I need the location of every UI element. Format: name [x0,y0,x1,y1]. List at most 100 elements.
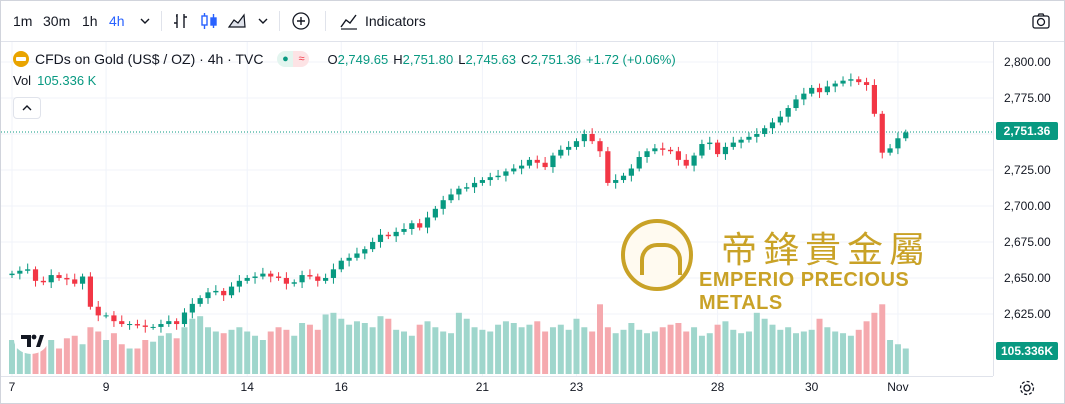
volume-bar [510,323,517,374]
x-tick-label: Nov [887,380,908,394]
candle-body [127,324,133,326]
candle-body [385,234,391,237]
candle-body [581,133,587,142]
volume-bar [455,312,462,374]
candle-body [197,298,203,304]
toolbar-divider [325,11,326,31]
volume-bar [628,323,635,374]
volume-bar [745,331,752,374]
candle-body [863,82,870,85]
candle-body [236,280,242,287]
candle-body [691,155,697,166]
candle-body [440,200,446,209]
market-status-badge[interactable]: ● ≈ [277,51,310,67]
bar-chart-icon[interactable] [171,11,191,31]
toolbar-divider [161,11,162,31]
volume-bar [401,331,407,374]
candle-body [103,315,109,317]
camera-icon[interactable] [1031,11,1051,31]
tradingview-logo-icon[interactable] [14,326,48,354]
candle-body [32,269,39,281]
candle-body [393,231,399,237]
area-chart-icon[interactable] [227,11,247,31]
volume-bar [314,329,321,374]
candle-body [840,80,846,84]
add-compare-icon[interactable] [291,11,311,31]
chevron-down-icon[interactable] [135,11,155,31]
candle-body [323,277,329,281]
volume-bar [659,327,666,374]
candle-body [832,83,838,87]
candle-body [871,84,877,114]
candle-body [479,180,485,183]
price-axis[interactable] [993,41,1065,376]
volume-bar [604,327,611,374]
volume-bar [424,321,431,374]
volume-bar [252,335,259,374]
volume-bar [440,331,447,374]
candle-body [793,99,799,109]
volume-bar [683,331,690,374]
candle-body [824,86,830,93]
collapse-legend-button[interactable] [13,97,41,119]
candle-body [738,139,744,143]
candle-body [158,324,164,327]
volume-bar [808,329,815,374]
candle-body [189,303,195,313]
candle-body [362,249,368,254]
volume-bar [675,323,682,374]
indicators-button[interactable]: Indicators [365,13,426,29]
volume-bar [126,348,133,374]
candle-body [346,257,352,261]
volume-bar [291,335,298,374]
candle-body [166,321,172,325]
interval-1m[interactable]: 1m [13,13,33,29]
volume-bar [189,318,196,374]
indicators-icon[interactable] [339,11,359,31]
volume-bar [479,329,486,374]
volume-bar [753,312,760,374]
candle-body [636,156,642,169]
candle-body [816,87,823,93]
volume-bar [518,327,525,374]
interval-1h[interactable]: 1h [82,13,98,29]
volume-bar [134,348,141,374]
candle-body [809,87,815,94]
volume-bar [330,312,337,374]
candle-body [746,136,752,140]
candle-body [558,149,564,156]
volume-bar [63,338,70,374]
volume-bar [87,327,94,374]
volume-bar [471,327,478,374]
candle-body [566,146,572,150]
candle-body [205,292,211,299]
volume-bar [79,344,86,374]
volume-value: 105.336 K [37,73,97,88]
volume-bar [785,327,792,374]
candle-body [519,165,525,169]
volume-bar [220,333,227,374]
gold-symbol-icon [13,51,29,67]
volume-bar [118,344,125,374]
candle-body [699,144,705,156]
candle-body [25,269,31,271]
candle-body [777,116,783,123]
settings-gear-icon[interactable] [1017,378,1037,398]
candle-body [150,326,156,328]
candle-body [354,253,360,258]
interval-4h[interactable]: 4h [109,13,125,29]
candle-body [613,180,619,183]
volume-bar [95,331,102,374]
candles-icon[interactable] [199,11,219,31]
volume-bar [847,335,854,374]
volume-bar [338,318,345,374]
symbol-title[interactable]: CFDs on Gold (US$ / OZ) · 4h · TVC [35,51,264,67]
x-tick-label: 23 [570,380,584,394]
time-axis[interactable] [1,376,993,404]
interval-30m[interactable]: 30m [43,13,71,29]
watermark: 帝鋒貴金屬 EMPERIO PRECIOUS METALS [621,219,991,314]
y-tick-label: 2,725.00 [1004,163,1051,177]
candle-body [252,276,258,278]
chevron-down-icon[interactable] [253,11,273,31]
